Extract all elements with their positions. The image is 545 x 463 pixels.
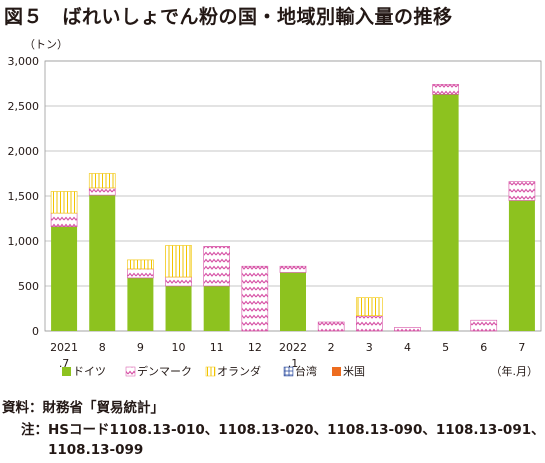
x-tick-label: 4 (404, 341, 411, 354)
bar-segment (127, 277, 154, 331)
bar-segment (394, 327, 421, 332)
legend-swatch (283, 366, 294, 377)
bar-segment (508, 181, 536, 201)
footnote-label: 注： (21, 422, 48, 438)
stacked-bar-chart: 0 500 1,000 1,500 2,000 2,500 3,000 （トン） 2021 .7 8… (8, 38, 542, 378)
x-tick-label: 2021 (50, 341, 78, 354)
bar-segment (432, 84, 459, 95)
bar-segment (470, 319, 498, 332)
x-axis-unit: （年.月） (491, 364, 539, 378)
bar-segment (89, 195, 116, 331)
y-tick-label: 1,500 (8, 190, 40, 203)
x-tick-label: 10 (172, 341, 186, 354)
x-tick-label: .1 (288, 357, 299, 370)
bar-segment (203, 286, 230, 331)
legend-label: ドイツ (73, 365, 106, 378)
footnote-text: HSコード1108.13-010、1108.13-020、1108.13-090… (48, 422, 545, 438)
y-axis-unit: （トン） (24, 38, 68, 51)
y-tick-label: 1,000 (8, 235, 40, 248)
x-tick-label: 12 (248, 341, 262, 354)
x-tick-label: 2 (328, 341, 335, 354)
x-tick-label: 11 (210, 341, 224, 354)
x-tick-label: 9 (137, 341, 144, 354)
legend-swatch (62, 367, 71, 376)
legend-label: 台湾 (295, 364, 317, 378)
y-tick-label: 0 (32, 325, 39, 338)
legend-label: オランダ (217, 364, 261, 378)
bar-segment (51, 226, 78, 331)
bar-segment (279, 265, 307, 273)
y-tick-label: 3,000 (8, 55, 40, 68)
bar-segment (356, 297, 383, 317)
bar-segment (317, 321, 345, 332)
bar-segment (88, 173, 116, 189)
legend-swatch (125, 366, 136, 377)
footnote-text-continued: 1108.13-099 (48, 442, 144, 458)
bar-segment (127, 268, 154, 279)
legend-swatch (332, 367, 341, 376)
x-tick-label: 2022 (279, 341, 307, 354)
bar-segment (165, 245, 192, 278)
footnote: 注：HSコード1108.13-010、1108.13-020、1108.13-0… (2, 420, 545, 460)
legend-label: 米国 (343, 365, 365, 378)
x-tick-label: 8 (99, 341, 106, 354)
chart-area: 0 500 1,000 1,500 2,000 2,500 3,000 （トン） 2021 .7 8… (0, 34, 545, 392)
bar-segment (50, 212, 78, 227)
y-tick-label: 2,000 (8, 145, 40, 158)
figure-title: 図５ ばれいしょでん粉の国・地域別輸入量の推移 (4, 6, 453, 28)
bar-segment (280, 272, 306, 331)
bar-segment (165, 286, 192, 331)
bar-segment (508, 200, 535, 331)
bar-segment (241, 265, 269, 332)
x-tick-label: 7 (518, 341, 525, 354)
bar-segment (356, 315, 383, 332)
x-tick-label: 6 (480, 341, 487, 354)
bar-segment (88, 187, 116, 196)
y-tick-label: 500 (18, 280, 39, 293)
y-tick-label: 2,500 (8, 100, 40, 113)
bar-segment (203, 246, 230, 287)
bar-segment (432, 94, 459, 331)
x-tick-label: .7 (59, 357, 70, 370)
source-credit: 資料：財務省「貿易統計」 (2, 400, 164, 416)
legend-swatch (205, 366, 216, 377)
bar-segment (50, 191, 78, 214)
legend-label: デンマーク (137, 364, 192, 378)
bar-segment (127, 259, 154, 270)
bar-segment (165, 276, 192, 287)
x-tick-label: 5 (442, 341, 449, 354)
x-tick-label: 3 (366, 341, 373, 354)
